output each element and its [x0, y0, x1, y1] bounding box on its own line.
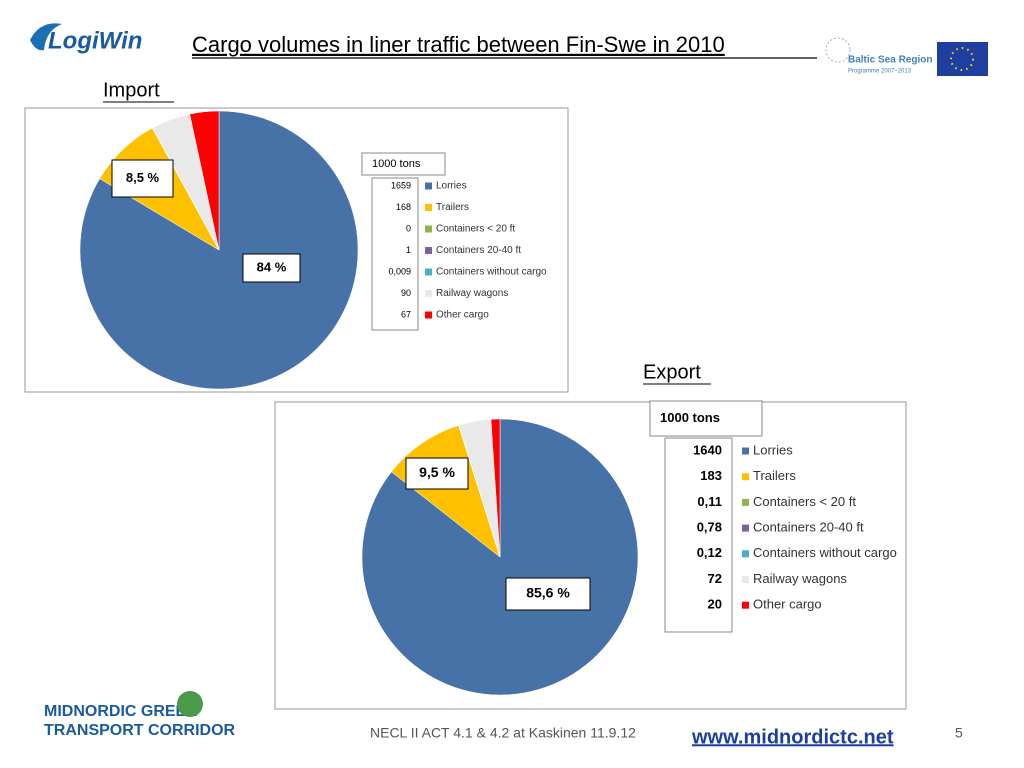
value-column — [371, 177, 419, 331]
footer-logo-line2: TRANSPORT CORRIDOR — [44, 722, 236, 739]
value-label: 0 — [406, 223, 411, 233]
unit-box — [649, 400, 763, 437]
partner-logo: Baltic Sea Region Programme 2007–2013 — [825, 37, 932, 75]
footer-logo-line1: MIDNORDIC GREEN — [44, 703, 198, 720]
legend-label: Railway wagons — [753, 571, 847, 586]
legend-swatch — [742, 447, 749, 455]
unit-label: 1000 tons — [372, 158, 421, 170]
legend-swatch — [425, 225, 432, 233]
legend-swatch — [425, 311, 432, 319]
slide-title: Cargo volumes in liner traffic between F… — [192, 32, 725, 57]
annotation: 8,5 % — [126, 170, 160, 185]
legend-label: Containers without cargo — [753, 545, 897, 560]
legend-label: Containers without cargo — [436, 267, 547, 278]
legend-swatch — [425, 204, 432, 211]
value-label: 0,11 — [697, 494, 722, 509]
legend-swatch — [742, 601, 749, 609]
page-number: 5 — [955, 725, 963, 741]
footer-logo: MIDNORDIC GREEN TRANSPORT CORRIDOR — [44, 691, 236, 739]
value-column — [664, 437, 733, 633]
legend-swatch — [425, 247, 432, 254]
pie-slice — [490, 418, 501, 558]
annotation-box — [405, 457, 469, 490]
annotation-box — [242, 253, 301, 283]
annotation: 85,6 % — [526, 585, 570, 601]
value-label: 1640 — [693, 442, 722, 457]
legend-swatch — [425, 182, 432, 190]
unit-label: 1000 tons — [660, 410, 720, 425]
globe — [177, 691, 203, 717]
eu-stars — [950, 47, 974, 71]
logo-text: LogiWin — [48, 27, 142, 54]
export-heading: Export — [643, 361, 701, 383]
value-label: 90 — [401, 288, 411, 298]
value-label: 168 — [396, 202, 411, 212]
unit-box — [361, 152, 446, 176]
value-label: 0,009 — [388, 266, 411, 276]
legend-swatch — [425, 268, 432, 276]
legend-swatch — [742, 550, 749, 558]
logo-swoosh — [30, 23, 62, 51]
annotation: 9,5 % — [419, 464, 455, 480]
annotation-box — [111, 159, 174, 198]
value-label: 0,12 — [697, 545, 722, 560]
legend-label: Trailers — [753, 468, 796, 483]
legend-label: Trailers — [436, 202, 469, 213]
partner-name: Baltic Sea Region — [848, 55, 932, 66]
legend-label: Containers < 20 ft — [436, 224, 515, 235]
import-heading: Import — [103, 79, 160, 101]
pie-slice — [189, 110, 220, 251]
value-label: 183 — [700, 468, 722, 483]
legend-label: Containers < 20 ft — [753, 494, 856, 509]
legend-label: Other cargo — [436, 310, 489, 321]
annotation-box — [505, 577, 591, 611]
legend-label: Containers 20-40 ft — [753, 520, 864, 535]
value-label: 0,78 — [697, 520, 722, 535]
legend-swatch — [425, 290, 432, 297]
annotation: 84 % — [257, 259, 287, 274]
legend-swatch — [742, 576, 749, 583]
legend-label: Other cargo — [753, 597, 822, 612]
legend-label: Lorries — [753, 442, 793, 457]
value-label: 72 — [708, 571, 722, 586]
footer-url[interactable]: www.midnordictc.net — [691, 726, 894, 748]
footer-note: NECL II ACT 4.1 & 4.2 at Kaskinen 11.9.1… — [370, 725, 636, 741]
value-label: 1 — [406, 245, 411, 255]
logo-dots — [825, 37, 851, 63]
legend-label: Containers 20-40 ft — [436, 245, 521, 256]
legend-label: Railway wagons — [436, 288, 508, 299]
legend-label: Lorries — [436, 181, 467, 192]
value-label: 1659 — [391, 180, 411, 190]
legend-swatch — [742, 473, 749, 481]
value-label: 67 — [401, 309, 411, 319]
legend-swatch — [742, 498, 749, 506]
partner-sub: Programme 2007–2013 — [848, 69, 912, 75]
value-label: 20 — [708, 597, 722, 612]
legend-swatch — [742, 524, 749, 532]
